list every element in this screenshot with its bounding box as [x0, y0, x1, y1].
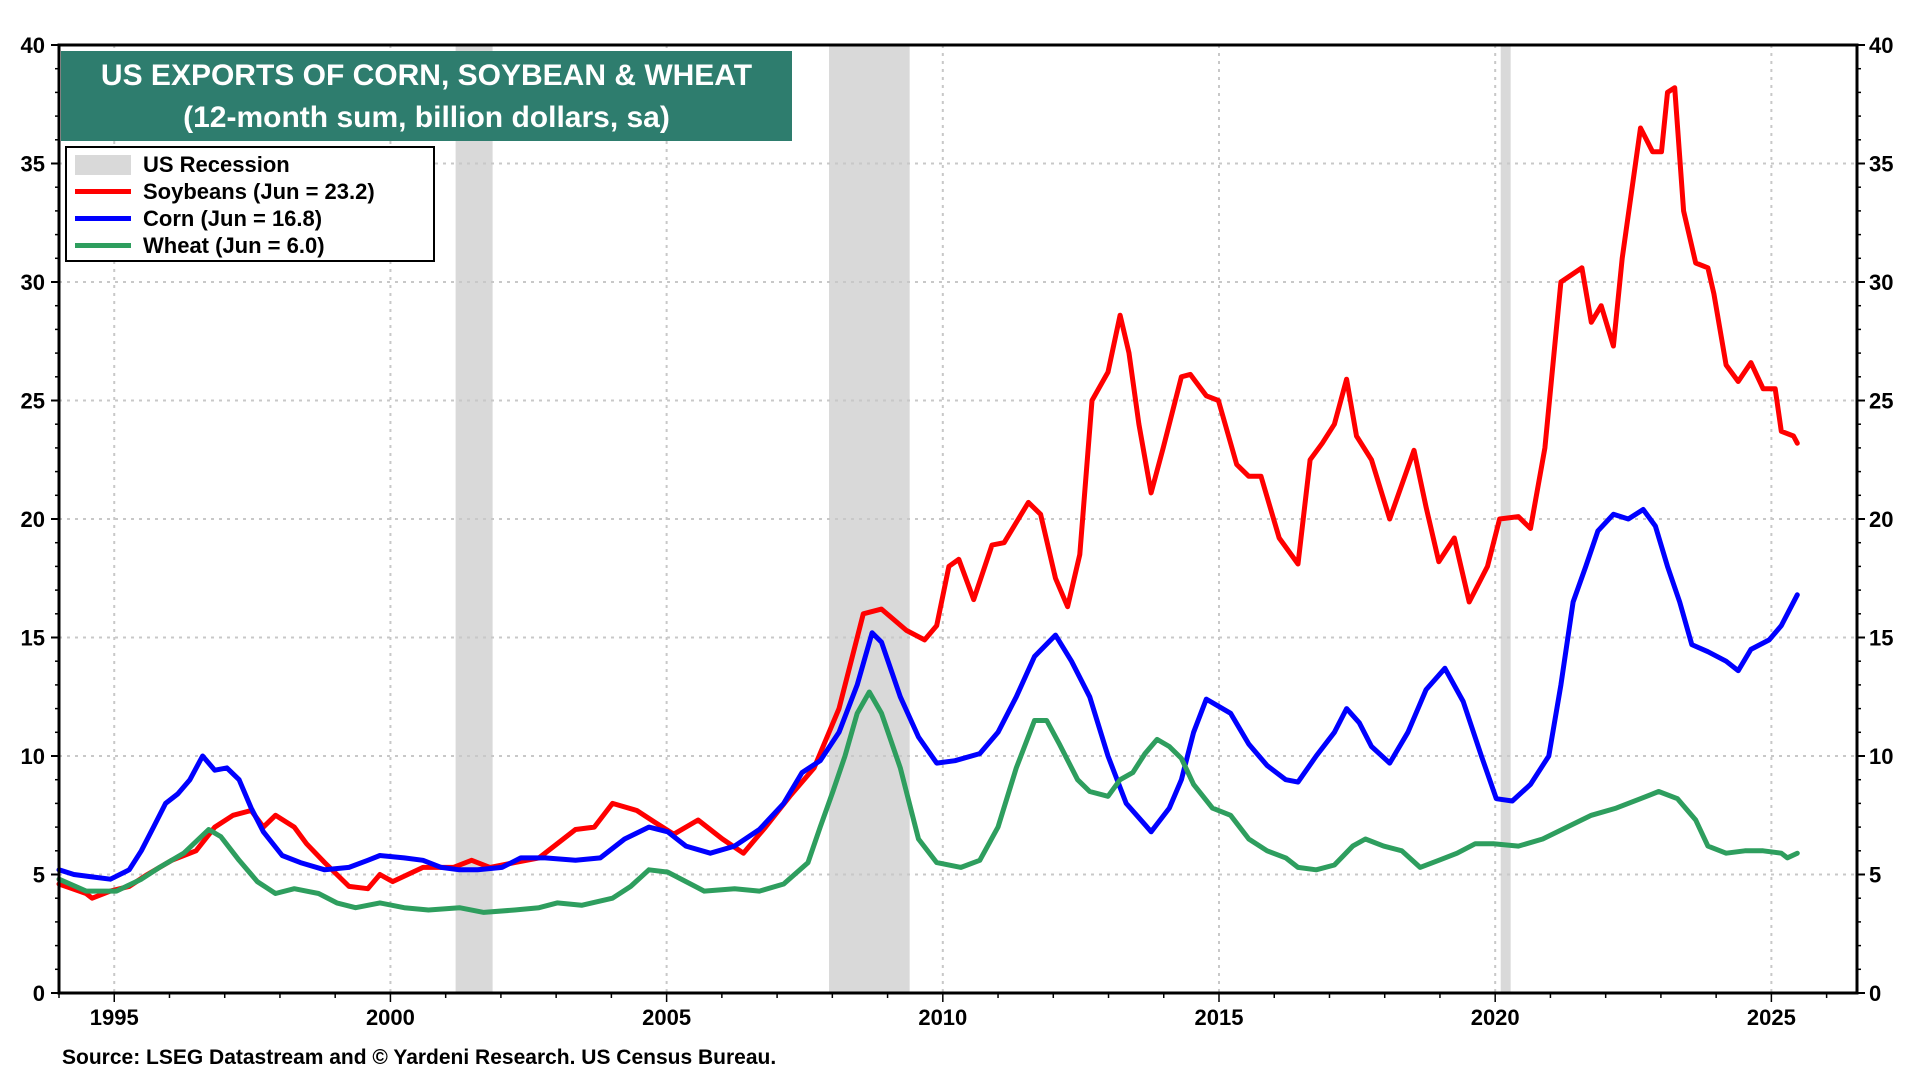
recession-swatch [75, 154, 131, 175]
legend-label: US Recession [143, 151, 290, 177]
wheat-line [56, 689, 1800, 915]
y-tick-label-left: 15 [21, 626, 45, 651]
x-tick-label: 2015 [1195, 1005, 1244, 1030]
legend-item-recession: US Recession [75, 151, 425, 178]
gridlines [59, 45, 1857, 993]
y-tick-label-left: 35 [21, 152, 45, 177]
y-tick-label-right: 20 [1869, 507, 1893, 532]
y-tick-label-right: 25 [1869, 389, 1893, 414]
y-tick-label-left: 10 [21, 744, 45, 769]
x-tick-label: 1995 [90, 1005, 139, 1030]
y-tick-label-right: 35 [1869, 152, 1893, 177]
y-tick-label-left: 20 [21, 507, 45, 532]
y-tick-label-left: 5 [33, 863, 45, 888]
y-tick-label-left: 30 [21, 270, 45, 295]
y-tick-label-right: 40 [1869, 33, 1893, 58]
x-tick-label: 2010 [918, 1005, 967, 1030]
x-tick-label: 2025 [1747, 1005, 1796, 1030]
source-note: Source: LSEG Datastream and © Yardeni Re… [62, 1046, 777, 1069]
chart-title-box: US EXPORTS OF CORN, SOYBEAN & WHEAT (12-… [61, 51, 792, 141]
x-tick-label: 2020 [1471, 1005, 1520, 1030]
wheat-swatch [75, 243, 131, 248]
legend: US Recession Soybeans (Jun = 23.2) Corn … [65, 146, 435, 262]
legend-item-corn: Corn (Jun = 16.8) [75, 205, 425, 232]
chart-title: US EXPORTS OF CORN, SOYBEAN & WHEAT [100, 59, 753, 92]
y-tick-label-left: 40 [21, 33, 45, 58]
y-tick-label-left: 0 [33, 981, 45, 1006]
y-tick-label-right: 0 [1869, 981, 1881, 1006]
legend-item-soybeans: Soybeans (Jun = 23.2) [75, 178, 425, 205]
legend-item-wheat: Wheat (Jun = 6.0) [75, 232, 425, 259]
y-tick-label-right: 5 [1869, 863, 1881, 888]
y-tick-label-right: 30 [1869, 270, 1893, 295]
x-tick-label: 2005 [642, 1005, 691, 1030]
y-tick-label-right: 15 [1869, 626, 1893, 651]
series-lines [56, 85, 1800, 915]
legend-label: Corn (Jun = 16.8) [143, 205, 323, 231]
soybeans-swatch [75, 189, 131, 194]
corn-line [56, 507, 1800, 882]
y-tick-label-right: 10 [1869, 744, 1893, 769]
corn-swatch [75, 216, 131, 221]
legend-label: Soybeans (Jun = 23.2) [143, 178, 375, 204]
chart-subtitle: (12-month sum, billion dollars, sa) [183, 101, 670, 134]
x-tick-label: 2000 [366, 1005, 415, 1030]
soybeans-line [56, 85, 1800, 901]
y-tick-label-left: 25 [21, 389, 45, 414]
legend-label: Wheat (Jun = 6.0) [143, 232, 325, 258]
